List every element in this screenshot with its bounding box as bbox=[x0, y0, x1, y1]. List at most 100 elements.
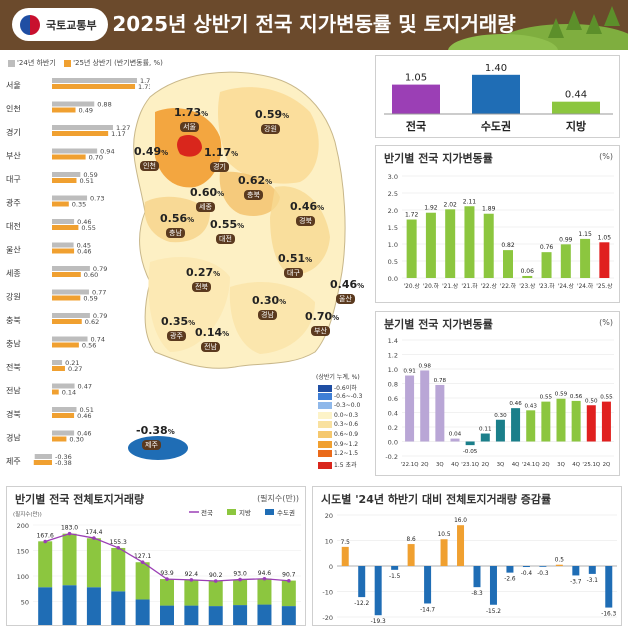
region-bar-label: 0.46 bbox=[77, 248, 91, 256]
region-bar bbox=[52, 319, 82, 324]
summary-value: 0.44 bbox=[565, 90, 587, 101]
quarter-bar bbox=[435, 384, 445, 442]
region-bar bbox=[52, 336, 88, 342]
region-bar-label: -0.36 bbox=[55, 453, 72, 461]
tree-icon bbox=[566, 10, 582, 30]
change-value-label: -12.2 bbox=[354, 601, 369, 607]
change-bar bbox=[374, 566, 382, 616]
change-bar bbox=[424, 566, 432, 604]
map-legend-item: 0.9~1.2 bbox=[318, 440, 358, 448]
map-legend-swatch bbox=[318, 450, 332, 458]
map-value: 0.51% bbox=[278, 252, 313, 265]
quarterly-unit: (%) bbox=[599, 318, 613, 327]
region-bar bbox=[52, 148, 98, 154]
total-label: 127.1 bbox=[134, 553, 151, 560]
capital-bar bbox=[62, 585, 77, 625]
legend-swatch bbox=[227, 509, 236, 515]
region-bar-label: 0.56 bbox=[82, 342, 96, 350]
local-bar bbox=[38, 541, 53, 588]
quarter-value-label: 0.78 bbox=[434, 378, 447, 384]
half-value-label: 1.72 bbox=[405, 212, 419, 219]
quarter-value-label: 0.91 bbox=[403, 369, 416, 375]
region-bar bbox=[52, 125, 113, 130]
change-title: 시도별 '24년 하반기 대비 전체토지거래량 증감률 bbox=[321, 493, 552, 506]
ministry-logo: 국토교통부 bbox=[12, 8, 108, 41]
map-legend-swatch bbox=[318, 431, 332, 438]
quarter-x-label: 2Q bbox=[421, 462, 429, 468]
change-bar bbox=[506, 566, 514, 573]
map-legend-label: -0.6~-0.3 bbox=[334, 392, 363, 400]
region-bar bbox=[52, 272, 81, 277]
region-bar-label: 0.79 bbox=[93, 265, 107, 273]
total-label: 93.0 bbox=[233, 571, 247, 578]
local-bar bbox=[62, 533, 77, 586]
y-tick-label: 0.8 bbox=[388, 381, 398, 389]
map-region-tag: 전남 bbox=[201, 342, 220, 352]
map-region-tag: 경기 bbox=[210, 162, 229, 172]
map-legend-label: 0.6~0.9 bbox=[334, 431, 359, 438]
page-title: 2025년 상반기 전국 지가변동률 및 토지거래량 bbox=[112, 12, 516, 36]
hill-decoration bbox=[448, 34, 558, 50]
quarter-value-label: 0.50 bbox=[585, 398, 598, 404]
region-bar-label: 0.70 bbox=[89, 154, 103, 162]
map-value: 1.73% bbox=[174, 106, 209, 119]
quarter-bar bbox=[526, 410, 536, 442]
region-bar bbox=[52, 366, 65, 371]
half-year-title: 반기별 전국 지가변동률 bbox=[384, 152, 493, 165]
half-x-label: '21.상 bbox=[442, 282, 459, 290]
quarter-bar bbox=[495, 419, 505, 442]
quarter-x-label: '23.1Q bbox=[461, 462, 479, 468]
change-value-label: -0.4 bbox=[521, 571, 533, 577]
half-bar bbox=[503, 250, 513, 278]
region-bar-label: 1.27 bbox=[116, 124, 130, 132]
change-value-label: 10.5 bbox=[438, 532, 451, 538]
half-bar bbox=[425, 212, 436, 278]
map-legend-label: 0.0~0.3 bbox=[334, 411, 359, 419]
region-name: 제주 bbox=[6, 457, 21, 466]
change-bar bbox=[588, 566, 596, 574]
map-value-unit: % bbox=[201, 110, 209, 118]
map-legend-title: (상반기 누계, %) bbox=[316, 374, 360, 381]
map-value-unit: % bbox=[167, 428, 175, 436]
summary-value: 1.40 bbox=[485, 63, 507, 74]
y-tick-label: 200 bbox=[17, 522, 29, 530]
y-tick-label: 2.5 bbox=[388, 190, 398, 198]
map-value: 0.46% bbox=[290, 200, 325, 213]
map-value: 0.70% bbox=[305, 310, 340, 323]
region-bar-label: 1.17 bbox=[111, 130, 125, 138]
change-value-label: -14.7 bbox=[420, 607, 435, 613]
region-bar-label: 1.77 bbox=[140, 77, 150, 85]
change-bar bbox=[539, 566, 547, 567]
y-tick-label: 1.0 bbox=[388, 241, 398, 249]
total-line bbox=[44, 533, 289, 582]
axis-unit: (필지수(만)) bbox=[13, 510, 42, 518]
map-legend-label: -0.6이하 bbox=[334, 385, 357, 392]
half-value-label: 2.02 bbox=[444, 201, 458, 208]
quarter-bar bbox=[450, 438, 460, 442]
map-region-tag: 세종 bbox=[196, 202, 215, 212]
region-name: 부산 bbox=[6, 151, 21, 161]
change-bar bbox=[457, 525, 465, 566]
region-bar-label: 0.46 bbox=[77, 430, 91, 438]
quarter-x-label: 4Q bbox=[512, 462, 520, 468]
region-bar-label: 0.74 bbox=[91, 336, 105, 344]
region-bar bbox=[52, 430, 75, 436]
map-legend-item: -0.3~0.0 bbox=[318, 402, 360, 410]
region-bar-label: 0.73 bbox=[90, 195, 104, 203]
y-tick-label: 1.5 bbox=[388, 224, 398, 232]
change-value-label: 16.0 bbox=[454, 518, 467, 524]
region-bar bbox=[52, 78, 137, 83]
region-bar-label: 0.62 bbox=[85, 318, 99, 326]
y-tick-label: 100 bbox=[17, 573, 29, 581]
map-region-tag: 충남 bbox=[166, 228, 185, 238]
region-bar bbox=[52, 201, 69, 207]
region-name: 경기 bbox=[6, 127, 21, 137]
half-value-label: 1.15 bbox=[578, 231, 592, 238]
map-legend-item: 0.0~0.3 bbox=[318, 411, 359, 419]
map-legend-swatch bbox=[318, 402, 332, 410]
half-year-unit: (%) bbox=[599, 152, 613, 161]
y-tick-label: 0.5 bbox=[388, 258, 398, 266]
region-bar-label: 0.46 bbox=[77, 412, 91, 420]
region-bar bbox=[52, 383, 75, 389]
change-bar bbox=[473, 566, 481, 588]
